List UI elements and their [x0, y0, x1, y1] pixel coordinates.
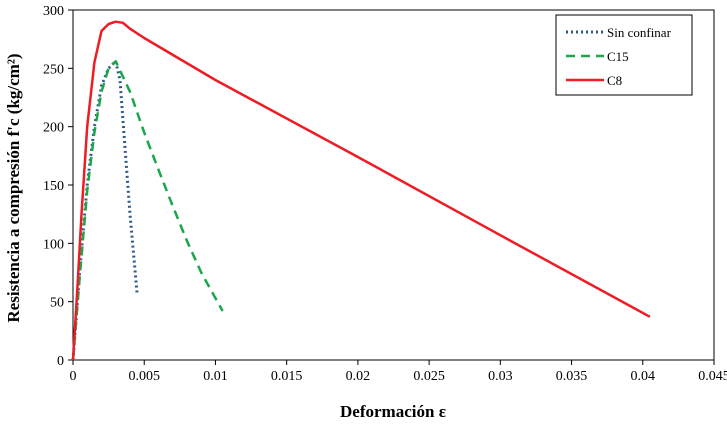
y-tick-label: 0	[57, 354, 64, 369]
x-axis-ticks: 0 0.005 0.01 0.015 0.02 0.025 0.03 0.035 0.04 0.0…	[70, 360, 727, 384]
x-tick-label: 0.025	[413, 369, 445, 384]
x-tick-label: 0.02	[346, 369, 371, 384]
x-tick-label: 0.045	[698, 369, 727, 384]
x-tick-label: 0	[70, 369, 77, 384]
y-tick-label: 150	[43, 179, 64, 194]
legend-box	[555, 14, 693, 96]
x-tick-label: 0.04	[631, 369, 656, 384]
y-tick-label: 250	[43, 62, 64, 77]
y-tick-label: 300	[43, 4, 64, 19]
x-tick-label: 0.03	[488, 369, 513, 384]
y-axis-ticks: 0 50 100 150 200 250 300	[43, 4, 73, 369]
series-line-2	[71, 20, 651, 361]
legend: Sin confinar C15 C8	[555, 14, 693, 96]
y-tick-label: 100	[43, 237, 64, 252]
y-axis-title: Resistencia a compresión f'c (kg/cm²)	[4, 53, 23, 322]
x-tick-label: 0.035	[556, 369, 588, 384]
x-axis-title: Deformación ε	[340, 402, 446, 421]
legend-label-0: Sin confinar	[607, 25, 672, 40]
legend-label-2: C8	[607, 73, 622, 88]
legend-label-1: C15	[607, 49, 629, 64]
series-lines	[71, 20, 651, 361]
y-tick-label: 200	[43, 121, 64, 136]
series-line-1	[71, 60, 224, 361]
x-tick-label: 0.01	[203, 369, 228, 384]
y-tick-label: 50	[50, 296, 64, 311]
x-tick-label: 0.015	[271, 369, 303, 384]
x-tick-label: 0.005	[128, 369, 160, 384]
